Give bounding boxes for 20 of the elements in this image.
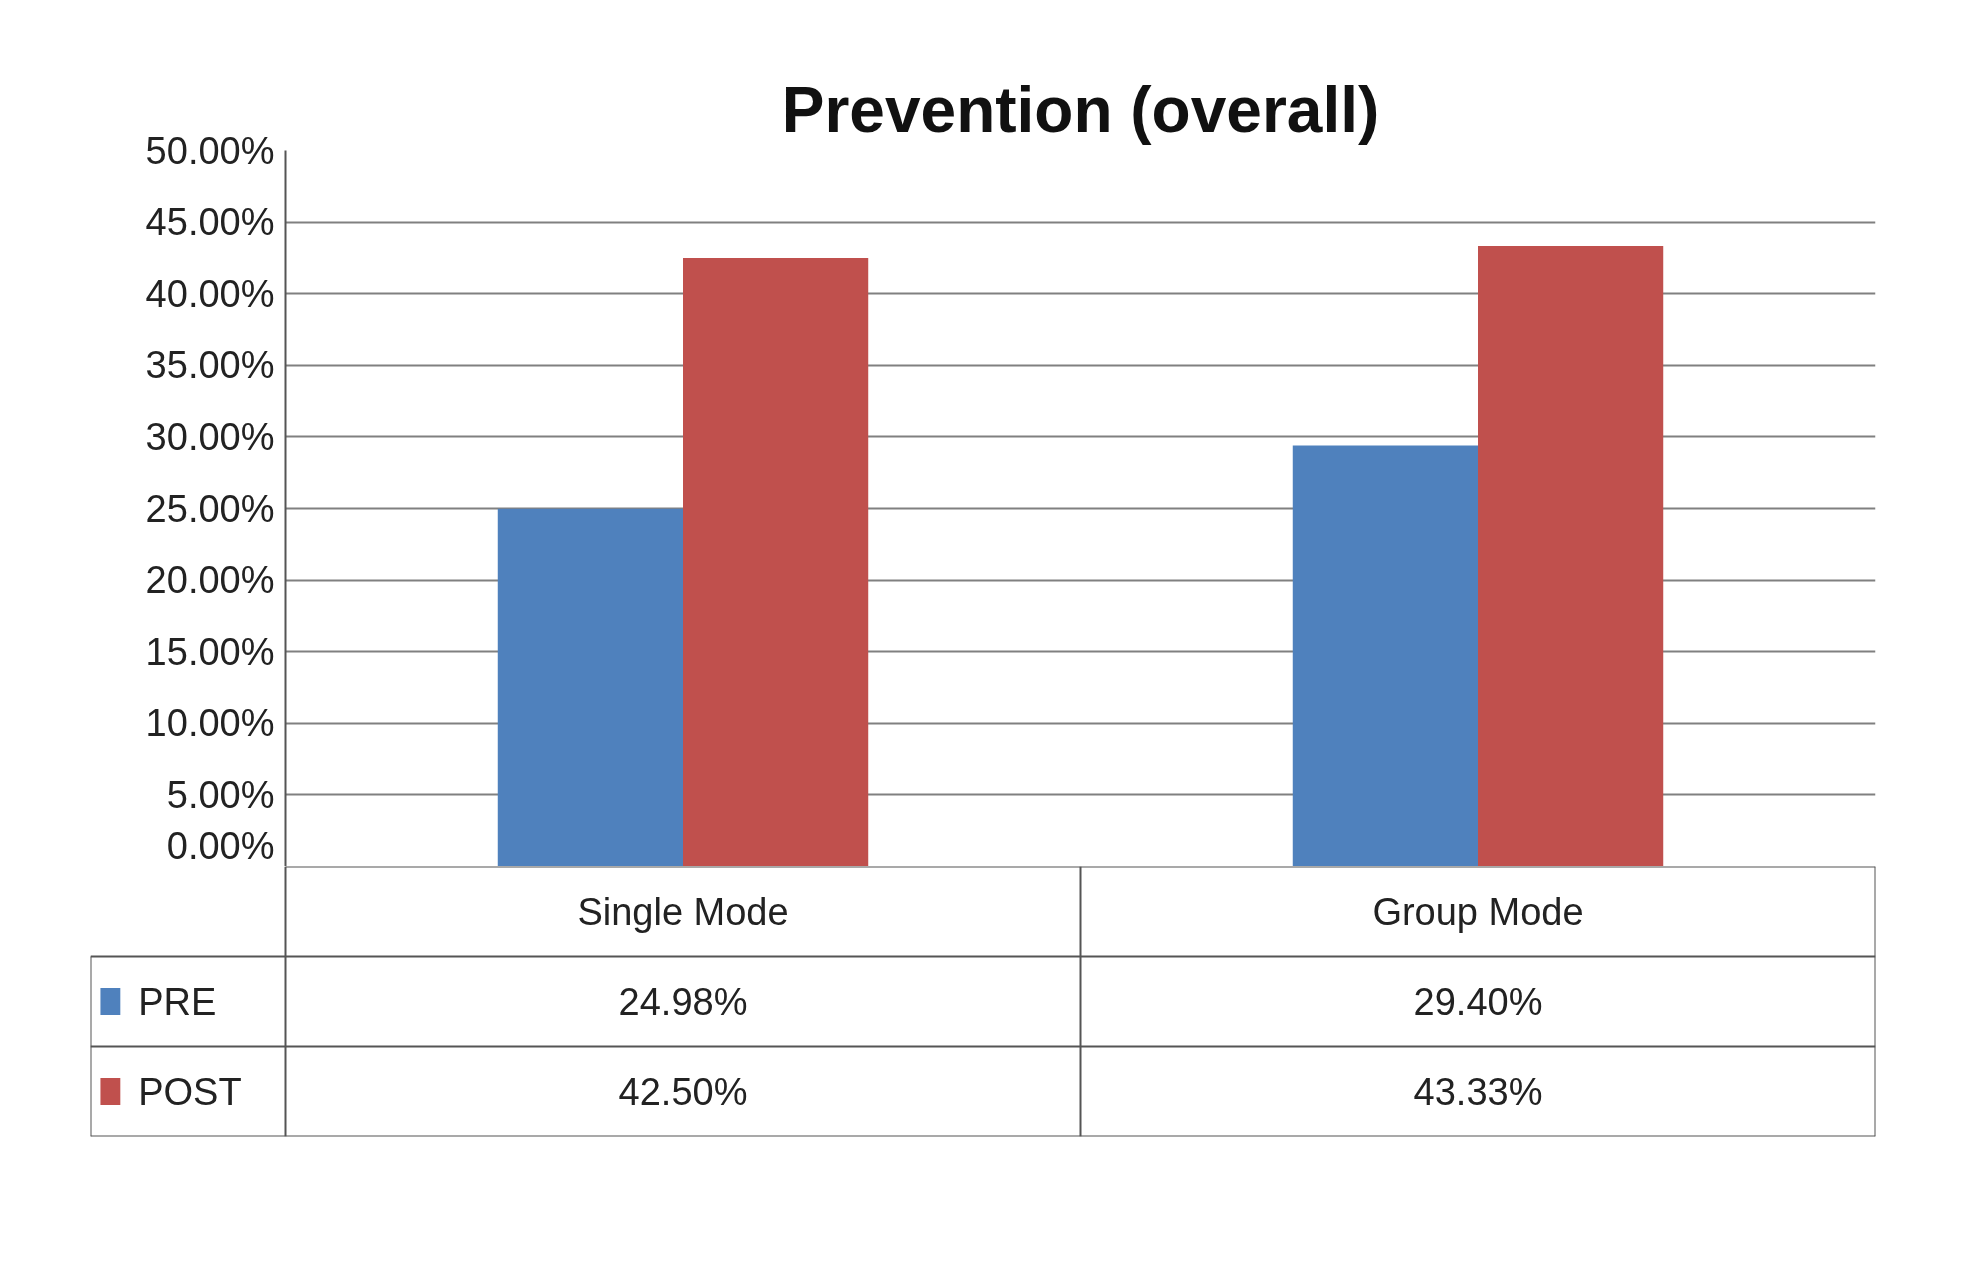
y-tick-label: 40.00% [145,272,275,315]
y-tick-label: 45.00% [145,201,275,244]
chart-title: Prevention (overall) [781,73,1380,146]
text: 24.98% [618,980,748,1023]
y-tick-label: 0.00% [166,824,275,867]
y-tick-label: 30.00% [145,415,275,458]
legend-label: POST [138,1070,242,1113]
y-tick-label: 35.00% [145,344,275,387]
y-tick-label: 50.00% [145,129,275,172]
text: 42.50% [618,1070,748,1113]
y-tick-label: 5.00% [166,773,275,816]
legend-label: PRE [138,980,217,1023]
text: 29.40% [1413,980,1543,1023]
text: 43.33% [1413,1070,1543,1113]
y-tick-label: 10.00% [145,702,275,745]
y-tick-label: 20.00% [145,559,275,602]
x-tick-label: Single Mode [577,890,789,933]
y-tick-label: 15.00% [145,630,275,673]
y-tick-label: 25.00% [145,487,275,530]
x-tick-label: Group Mode [1372,890,1584,933]
